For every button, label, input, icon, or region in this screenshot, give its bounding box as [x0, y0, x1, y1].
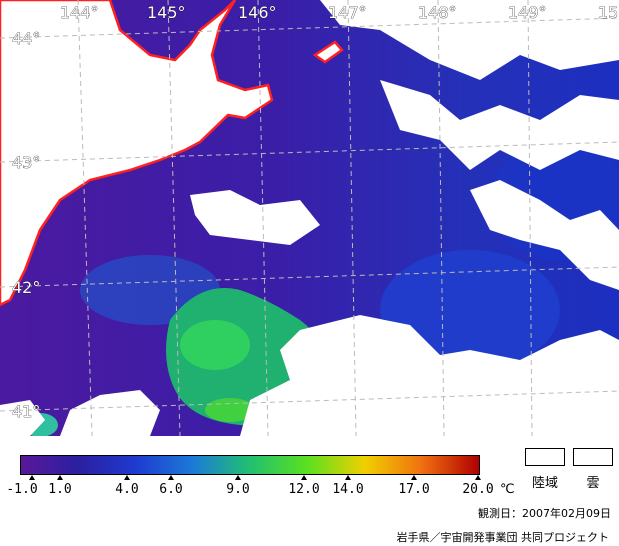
- lat-label-44: 44°: [12, 29, 40, 48]
- colorbar-tick-label: 9.0: [226, 482, 250, 497]
- colorbar-tick-label: -1.0: [6, 482, 38, 497]
- land-legend-swatch: [525, 448, 565, 466]
- lon-label-145: 145°: [147, 3, 186, 22]
- lon-label-149: 149°: [508, 3, 547, 22]
- colorbar-tick-label: 12.0: [288, 482, 320, 497]
- temperature-colorbar: [20, 455, 480, 475]
- tick-mark: [411, 475, 417, 480]
- lon-label-150: 15: [598, 3, 618, 22]
- colorbar-tick-label: 20.0: [462, 482, 494, 497]
- sst-map: 144° 145° 146° 147° 148° 149° 15 44° 43°…: [0, 0, 619, 436]
- graticule: [0, 0, 619, 436]
- observation-date: 観測日：2007年02月09日: [478, 507, 611, 520]
- lat-label-41: 41°: [12, 402, 40, 421]
- credit-text: 岩手県／宇宙開発事業団 共同プロジェクト: [396, 531, 610, 544]
- tick-mark: [29, 475, 35, 480]
- cloud-legend-label: 雲: [586, 476, 600, 491]
- cloud-cover: [0, 0, 619, 436]
- tick-mark: [235, 475, 241, 480]
- cloud-legend-swatch: [573, 448, 613, 466]
- colorbar-tick-label: 6.0: [159, 482, 183, 497]
- island-small: [312, 40, 344, 64]
- colorbar-tick-label: 4.0: [115, 482, 139, 497]
- lat-label-43: 43°: [12, 153, 40, 172]
- colorbar-tick-label: 17.0: [398, 482, 430, 497]
- tick-mark: [475, 475, 481, 480]
- colorbar-unit: ℃: [500, 482, 515, 497]
- lon-label-147: 147°: [328, 3, 367, 22]
- tick-mark: [124, 475, 130, 480]
- land-legend-label: 陸域: [531, 476, 559, 491]
- land-hokkaido: [0, 0, 274, 307]
- lon-label-146: 146°: [238, 3, 277, 22]
- lon-label-148: 148°: [418, 3, 457, 22]
- tick-mark: [57, 475, 63, 480]
- tick-mark: [345, 475, 351, 480]
- tick-mark: [301, 475, 307, 480]
- lat-label-42: 42°: [12, 278, 40, 297]
- colorbar-tick-label: 14.0: [332, 482, 364, 497]
- lon-label-144: 144°: [60, 3, 99, 22]
- colorbar-tick-label: 1.0: [48, 482, 72, 497]
- tick-mark: [168, 475, 174, 480]
